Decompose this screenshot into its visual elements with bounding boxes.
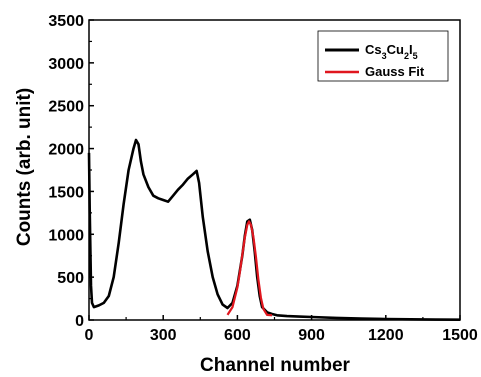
y-tick-label: 2000 — [48, 142, 84, 159]
y-tick-label: 500 — [57, 270, 84, 287]
x-tick-label: 1500 — [442, 327, 478, 344]
y-tick-label: 1500 — [48, 184, 84, 201]
x-axis-label: Channel number — [200, 355, 351, 376]
x-tick-label: 900 — [298, 327, 325, 344]
y-tick-label: 3000 — [48, 56, 84, 73]
legend-label-0: Cs3Cu2I5 — [365, 42, 418, 61]
y-tick-label: 3500 — [48, 13, 84, 30]
legend: Cs3Cu2I5 Gauss Fit — [317, 30, 449, 82]
axes: 0 300 600 900 1200 1500 0 500 1000 1500 2000 2500 30… — [48, 13, 477, 344]
series-line-1 — [226, 220, 273, 317]
y-tick-label: 2500 — [48, 99, 84, 116]
y-tick-label: 0 — [75, 313, 84, 330]
y-axis-label: Counts (arb. unit) — [14, 88, 35, 246]
x-tick-label: 1200 — [368, 327, 404, 344]
plot-area — [87, 138, 461, 321]
x-tick-label: 600 — [224, 327, 251, 344]
x-tick-label: 300 — [150, 327, 177, 344]
y-tick-label: 1000 — [48, 227, 84, 244]
series-line-0 — [87, 138, 461, 321]
legend-label-1: Gauss Fit — [365, 64, 425, 79]
x-tick-label: 0 — [85, 327, 94, 344]
